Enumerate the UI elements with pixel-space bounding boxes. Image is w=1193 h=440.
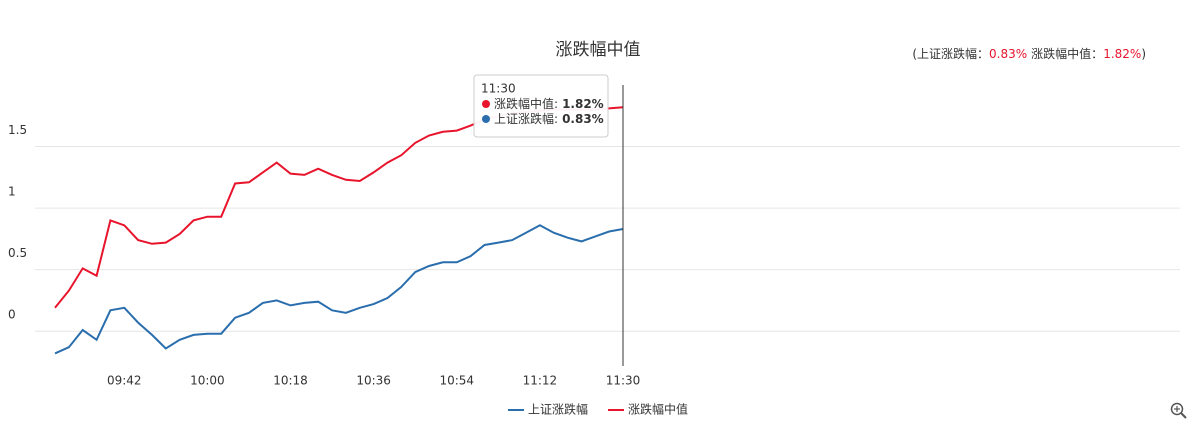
zoom-lens: [1170, 402, 1184, 416]
note-value: 0.83%: [989, 47, 1027, 61]
header-note: (上证涨跌幅：0.83% 涨跌幅中值：1.82%): [912, 46, 1146, 61]
y-tick-label: 0.5: [8, 246, 27, 260]
x-tick-label: 10:18: [273, 374, 308, 388]
tooltip-row: 上证涨跌幅: 0.83%: [494, 111, 604, 126]
note-sep: ：: [1091, 47, 1103, 61]
tooltip-time: 11:30: [481, 82, 516, 96]
tooltip-name: 上证涨跌幅: [494, 111, 554, 126]
tooltip-dot: [482, 100, 490, 108]
tooltip-row: 涨跌幅中值: 1.82%: [494, 96, 604, 111]
tooltip-dot: [482, 115, 490, 123]
tooltip-name: 涨跌幅中值: [494, 96, 554, 111]
y-tick-label: 1: [8, 185, 16, 199]
tooltip-sep: :: [554, 97, 558, 111]
tooltip-box: [473, 74, 609, 138]
note-bracket: (: [912, 47, 917, 61]
x-tick-label: 11:12: [523, 374, 558, 388]
note-value: 1.82%: [1103, 47, 1141, 61]
x-tick-label: 10:54: [439, 374, 474, 388]
tooltip-sep: :: [554, 112, 558, 126]
x-tick-label: 10:00: [190, 374, 225, 388]
y-tick-label: 0: [8, 308, 16, 322]
note-name: 涨跌幅中值: [1031, 46, 1091, 61]
x-tick-label: 11:30: [606, 374, 641, 388]
x-tick-label: 09:42: [107, 374, 142, 388]
zoom-icon[interactable]: [1170, 402, 1187, 419]
zoom-handle: [1180, 412, 1187, 419]
tooltip-value: 1.82%: [562, 97, 604, 111]
x-tick-label: 10:36: [356, 374, 391, 388]
note-name: 上证涨跌幅: [917, 46, 977, 61]
chart-title: 涨跌幅中值: [556, 40, 641, 60]
tooltip-value: 0.83%: [562, 112, 604, 126]
note-bracket: ): [1141, 47, 1146, 61]
legend-label: 涨跌幅中值: [628, 402, 688, 417]
legend-label: 上证涨跌幅: [528, 402, 588, 417]
y-tick-label: 1.5: [8, 123, 27, 137]
note-sep: ：: [977, 47, 989, 61]
series-line: [54, 224, 624, 355]
